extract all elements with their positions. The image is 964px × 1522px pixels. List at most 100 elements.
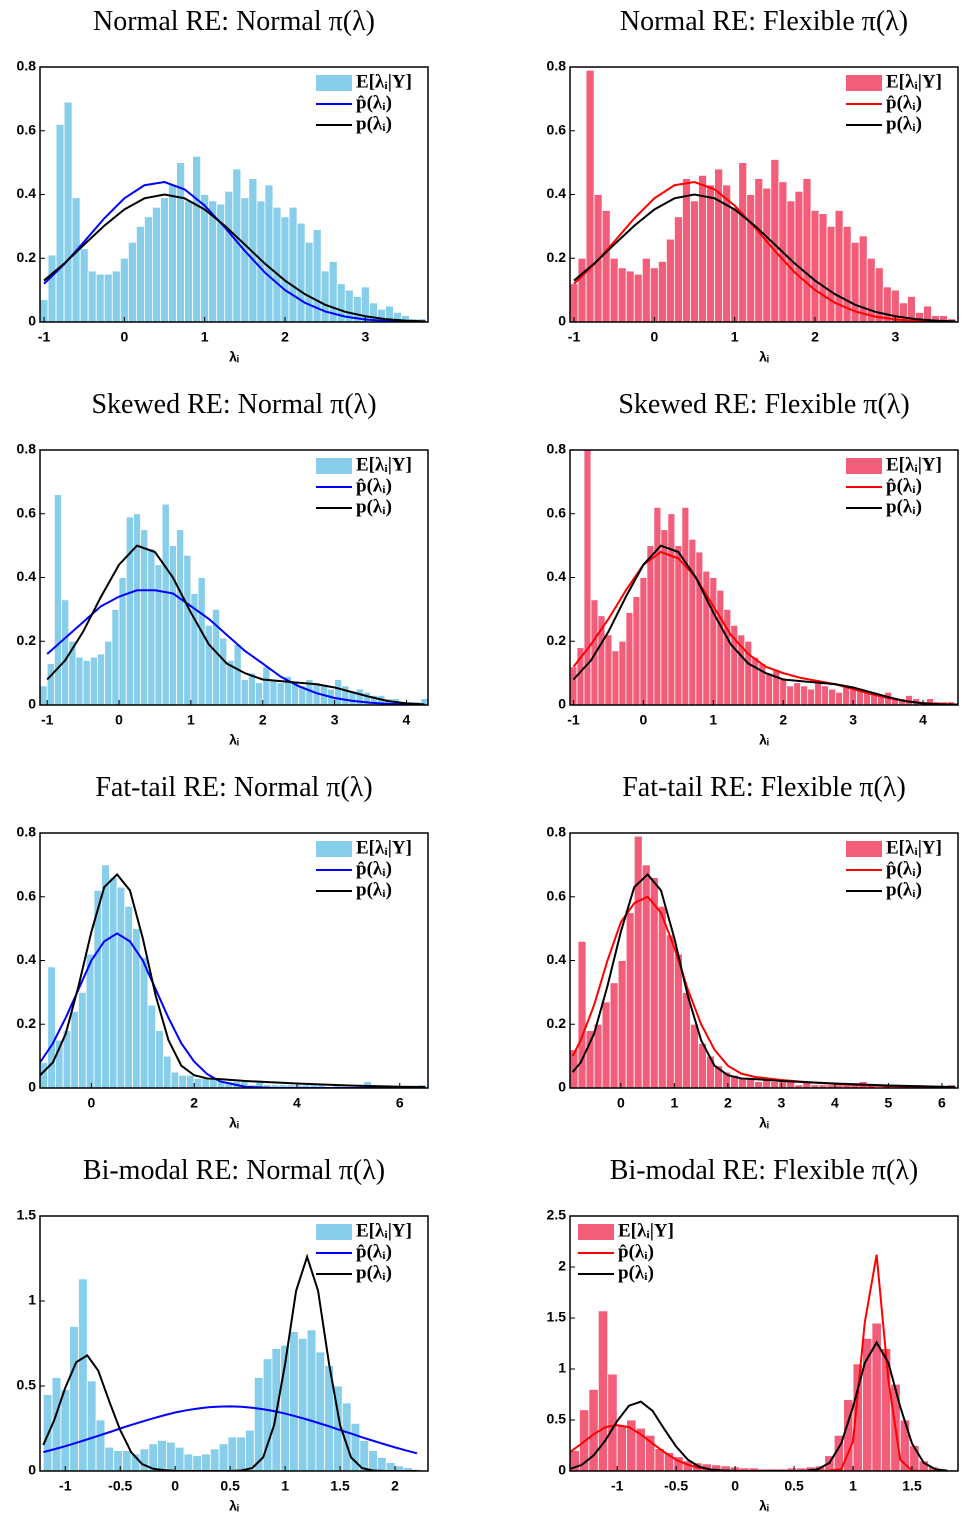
bar xyxy=(716,589,725,705)
x-tick-label: -1 xyxy=(611,1478,624,1494)
bar xyxy=(674,545,683,705)
bar xyxy=(420,698,428,705)
bar xyxy=(673,953,683,1088)
chart-title: Skewed RE: Flexible π(λ) xyxy=(618,389,909,420)
bar xyxy=(377,1457,387,1471)
y-tick-label: 0.4 xyxy=(17,568,37,584)
y-tick-label: 0 xyxy=(558,1079,566,1095)
bar xyxy=(618,640,627,705)
x-tick-label: -1 xyxy=(568,329,581,345)
bar xyxy=(79,248,89,322)
x-axis-label: λᵢ xyxy=(759,732,769,748)
x-tick-label: -0.5 xyxy=(108,1478,132,1494)
bar xyxy=(111,608,120,705)
x-tick-label: 0 xyxy=(650,329,658,345)
density-line xyxy=(40,932,426,1088)
y-tick-label: 0.6 xyxy=(17,121,37,137)
density-line xyxy=(43,1405,418,1455)
x-tick-label: 3 xyxy=(331,712,339,728)
bar xyxy=(770,1081,780,1088)
legend-swatch xyxy=(846,841,882,857)
bar xyxy=(826,225,836,322)
legend-swatch xyxy=(316,1224,352,1240)
bar xyxy=(818,213,828,322)
bar xyxy=(104,1446,115,1471)
bar xyxy=(653,506,662,705)
y-tick-label: 0 xyxy=(28,1079,36,1095)
legend-label: p(λᵢ) xyxy=(886,496,922,517)
x-tick-label: 5 xyxy=(885,1095,893,1111)
x-tick-label: 3 xyxy=(777,1095,785,1111)
x-axis-label: λᵢ xyxy=(229,349,239,365)
density-line xyxy=(573,193,956,322)
x-tick-label: -1 xyxy=(41,712,54,728)
bar xyxy=(201,1453,211,1471)
x-tick-label: 4 xyxy=(403,712,411,728)
bar xyxy=(296,222,306,322)
x-tick-label: 1 xyxy=(670,1095,678,1111)
x-tick-label: 1 xyxy=(731,329,739,345)
y-tick-label: 0 xyxy=(558,1462,566,1478)
x-tick-label: 2 xyxy=(281,329,289,345)
x-tick-label: 1 xyxy=(187,712,195,728)
y-tick-label: 0.2 xyxy=(547,1015,567,1031)
x-tick-label: -0.5 xyxy=(664,1478,688,1494)
bar xyxy=(155,1030,164,1088)
legend-label: E[λᵢ|Y] xyxy=(356,71,412,92)
bar xyxy=(583,450,592,705)
bar xyxy=(906,296,916,322)
axes-box xyxy=(569,1215,959,1472)
x-tick-label: 0 xyxy=(171,1478,179,1494)
bar xyxy=(86,1380,97,1471)
legend-swatch xyxy=(846,458,882,474)
bar xyxy=(233,644,242,705)
bar xyxy=(746,194,756,322)
chart-title: Normal RE: Flexible π(λ) xyxy=(620,6,908,37)
bar xyxy=(104,640,113,705)
bar xyxy=(802,178,812,322)
x-tick-label: 2 xyxy=(190,1095,198,1111)
bar xyxy=(78,1278,88,1471)
bar xyxy=(751,656,760,705)
bar xyxy=(95,1419,106,1471)
bar xyxy=(161,503,170,705)
density-line xyxy=(46,589,425,705)
bar xyxy=(754,1081,764,1088)
bar xyxy=(262,666,271,705)
x-axis-label: λᵢ xyxy=(229,1115,239,1131)
bar xyxy=(193,1078,203,1088)
bar xyxy=(95,273,105,322)
bar xyxy=(688,538,697,705)
y-tick-label: 0.4 xyxy=(547,951,567,967)
bar xyxy=(183,1453,194,1471)
bar xyxy=(78,991,87,1088)
bar xyxy=(695,551,704,705)
legend-swatch xyxy=(846,75,882,91)
bar xyxy=(800,685,809,705)
bar xyxy=(657,261,667,322)
legend-label: E[λᵢ|Y] xyxy=(886,71,942,92)
y-tick-label: 2 xyxy=(558,1258,566,1274)
x-tick-label: 2 xyxy=(779,712,787,728)
y-tick-label: 0.2 xyxy=(547,249,567,265)
bar xyxy=(46,663,55,705)
bar xyxy=(125,516,134,705)
bar xyxy=(219,637,228,705)
x-tick-label: 1 xyxy=(281,1478,289,1494)
bar xyxy=(176,529,185,705)
x-tick-label: -1 xyxy=(38,329,51,345)
bar xyxy=(269,679,278,705)
x-tick-label: 1.5 xyxy=(902,1478,922,1494)
bar xyxy=(186,1074,195,1088)
bar xyxy=(147,1004,157,1088)
chart-title: Bi-modal RE: Normal π(λ) xyxy=(83,1155,385,1186)
legend-label: p(λᵢ) xyxy=(356,1262,392,1283)
x-tick-label: 0 xyxy=(640,712,648,728)
chart-title: Skewed RE: Normal π(λ) xyxy=(91,389,376,420)
bar xyxy=(240,679,249,705)
legend-label: E[λᵢ|Y] xyxy=(356,1220,412,1241)
bar xyxy=(657,905,667,1088)
legend-label: p̂(λᵢ) xyxy=(886,858,922,879)
x-tick-label: 0 xyxy=(87,1095,95,1111)
bar xyxy=(385,1462,396,1471)
